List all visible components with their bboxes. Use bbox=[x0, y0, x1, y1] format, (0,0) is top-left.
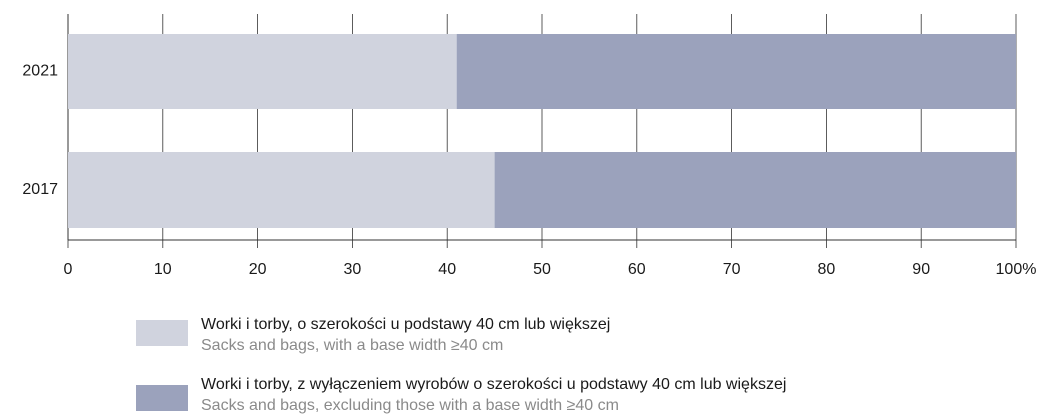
x-tick-label: 0 bbox=[64, 261, 73, 278]
category-label: 2021 bbox=[22, 63, 58, 80]
x-tick-label: 60 bbox=[628, 261, 646, 278]
category-label: 2017 bbox=[22, 181, 58, 198]
bar-segment bbox=[456, 34, 1016, 109]
x-tick-label: 40 bbox=[438, 261, 456, 278]
x-tick-label: 70 bbox=[723, 261, 741, 278]
x-tick-label: 10 bbox=[154, 261, 172, 278]
x-tick-label: 30 bbox=[344, 261, 362, 278]
x-tick-label: 80 bbox=[818, 261, 836, 278]
x-tick-label: 100% bbox=[996, 261, 1037, 278]
legend-swatch bbox=[136, 320, 188, 346]
legend-swatch bbox=[136, 385, 188, 411]
legend-label-en: Sacks and bags, excluding those with a b… bbox=[201, 397, 619, 414]
legend-label: Worki i torby, z wyłączeniem wyrobów o s… bbox=[201, 376, 786, 393]
bar-segment bbox=[68, 152, 495, 228]
legend-label-en: Sacks and bags, with a base width ≥40 cm bbox=[201, 337, 503, 354]
bar-segment bbox=[494, 152, 1017, 228]
bar-segment bbox=[68, 34, 457, 109]
legend-label: Worki i torby, o szerokości u podstawy 4… bbox=[201, 316, 610, 333]
x-tick-label: 20 bbox=[249, 261, 267, 278]
x-tick-label: 50 bbox=[533, 261, 551, 278]
x-tick-label: 90 bbox=[912, 261, 930, 278]
